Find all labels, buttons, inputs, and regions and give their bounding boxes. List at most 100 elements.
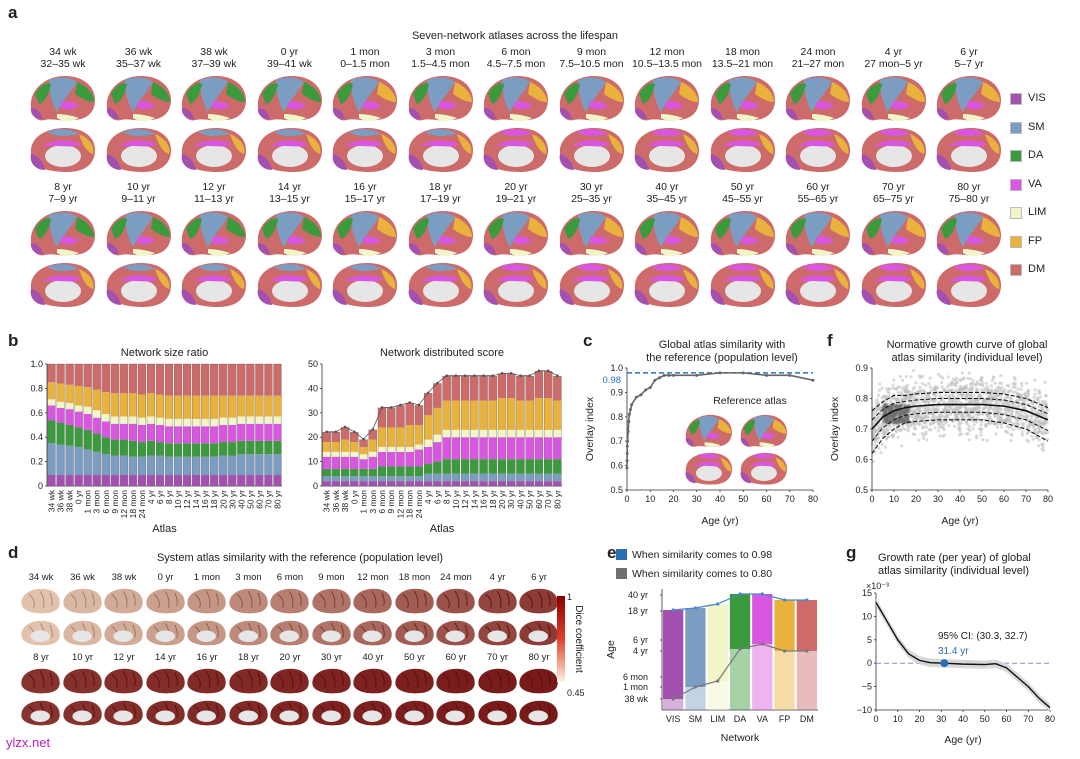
bar-sm: [331, 476, 340, 482]
brain-outline: [519, 668, 558, 694]
brain-da: [743, 420, 756, 436]
bar-lower-fp: [774, 651, 795, 710]
heat-brain-medial-view: [436, 700, 475, 726]
bar-outline: [137, 363, 146, 487]
scatter-point: [968, 377, 972, 381]
x-tick-label: 10 yr: [451, 490, 461, 509]
scatter-point: [966, 392, 970, 396]
bar-fp: [65, 384, 74, 404]
bar-va: [183, 426, 192, 444]
scatter-point: [926, 393, 930, 397]
bar-outline: [128, 363, 137, 487]
brain-sm: [349, 264, 381, 271]
brain-sm: [653, 77, 681, 112]
chart-title: Network distributed score: [380, 347, 504, 359]
scatter-point: [1031, 437, 1036, 441]
x-tick-label: 1 mon: [83, 490, 93, 514]
brain-da: [790, 218, 806, 239]
scatter-point: [912, 385, 916, 390]
brain-sm: [726, 129, 759, 136]
atlas-age-label: 8 yr: [54, 181, 72, 193]
heat-brain-medial-view: [228, 700, 268, 726]
bar-outline: [74, 363, 83, 487]
bar-outline: [110, 363, 119, 487]
heat-brain-medial-view: [477, 700, 517, 726]
atlas-age-label: 38 wk: [200, 46, 228, 58]
legend-swatch: [1010, 235, 1022, 248]
bar-vis: [359, 481, 368, 486]
panel-d-title: System atlas similarity with the referen…: [156, 552, 444, 564]
similarity-point: [628, 407, 632, 411]
brain-front: [301, 82, 321, 102]
brain-fp: [607, 269, 622, 289]
brain-sm: [349, 129, 381, 136]
brain-cingulate: [722, 275, 761, 282]
scatter-point: [952, 424, 957, 428]
brain-va: [891, 101, 910, 110]
atlas-range-label: 7.5–10.5 mon: [559, 58, 624, 70]
bar-va: [156, 425, 164, 443]
brain-va: [762, 433, 776, 439]
bar-da: [497, 459, 507, 474]
heat-brain-lateral-view: [311, 588, 351, 614]
heat-brain-lateral-view: [62, 588, 102, 614]
heat-brain-medial-view: [104, 620, 143, 646]
scatter-point: [989, 406, 993, 410]
brain-sm: [502, 212, 530, 247]
bar-vis: [405, 481, 414, 486]
brain-sulci: [402, 590, 427, 608]
scatter-point: [904, 428, 908, 432]
scatter-point: [910, 407, 914, 412]
bar-fp: [210, 395, 219, 419]
bar-fp: [396, 427, 405, 447]
x-tick-label: 12 mon: [119, 490, 129, 519]
brain-vis: [332, 289, 347, 305]
atlas-cell: 60 yr 55–65 yr: [780, 181, 856, 311]
atlas-range-label: 37–39 wk: [191, 58, 237, 70]
brain-sm: [575, 129, 608, 136]
brain-sulci: [319, 590, 344, 608]
x-tick-label: 9 mon: [386, 490, 396, 514]
brain-cingulate: [194, 140, 232, 147]
brain-lateral: [861, 76, 926, 121]
brain-lateral: [785, 76, 850, 121]
reference-brain: [740, 452, 787, 485]
heat-brain-lateral: [104, 668, 143, 694]
heat-brain-medial-view: [519, 620, 558, 646]
bar-vis: [507, 481, 516, 486]
brain-vis: [685, 471, 696, 484]
scatter-point-dense: [901, 409, 905, 413]
bar-sm: [470, 473, 479, 482]
brain-fp: [909, 269, 924, 289]
atlas-cell: 18 yr 17–19 yr: [403, 181, 479, 311]
scatter-point: [1009, 425, 1013, 429]
bar-fp: [451, 400, 460, 430]
scatter-point: [899, 428, 903, 432]
bar-lim: [479, 429, 488, 438]
atlas-range-label: 19–21 yr: [495, 193, 537, 205]
brain-vis: [559, 289, 574, 305]
atlas-range-label: 45–55 yr: [722, 193, 763, 205]
brain-front: [981, 217, 1000, 237]
bar-dm: [237, 364, 246, 396]
brain-fp: [758, 134, 773, 154]
brain-lim: [963, 114, 985, 121]
scatter-point: [872, 446, 876, 451]
bar-outline: [164, 363, 174, 487]
brain-corpus: [695, 465, 722, 481]
scatter-point: [942, 423, 946, 427]
brain-fp: [305, 269, 320, 289]
brain-medial-view: [483, 128, 548, 172]
similarity-point: [695, 373, 699, 377]
brain-lateral-view: [710, 211, 775, 256]
scatter-point: [991, 394, 995, 398]
brain-corpus: [724, 145, 761, 167]
heat-brain-medial: [519, 620, 558, 646]
brain-sm: [198, 264, 230, 271]
heat-brain-lateral: [21, 588, 60, 614]
bar-outline: [273, 363, 282, 487]
bar-da: [174, 443, 182, 457]
brain-sm: [500, 129, 532, 136]
system-atlas-cell: 40 yr: [352, 652, 394, 732]
